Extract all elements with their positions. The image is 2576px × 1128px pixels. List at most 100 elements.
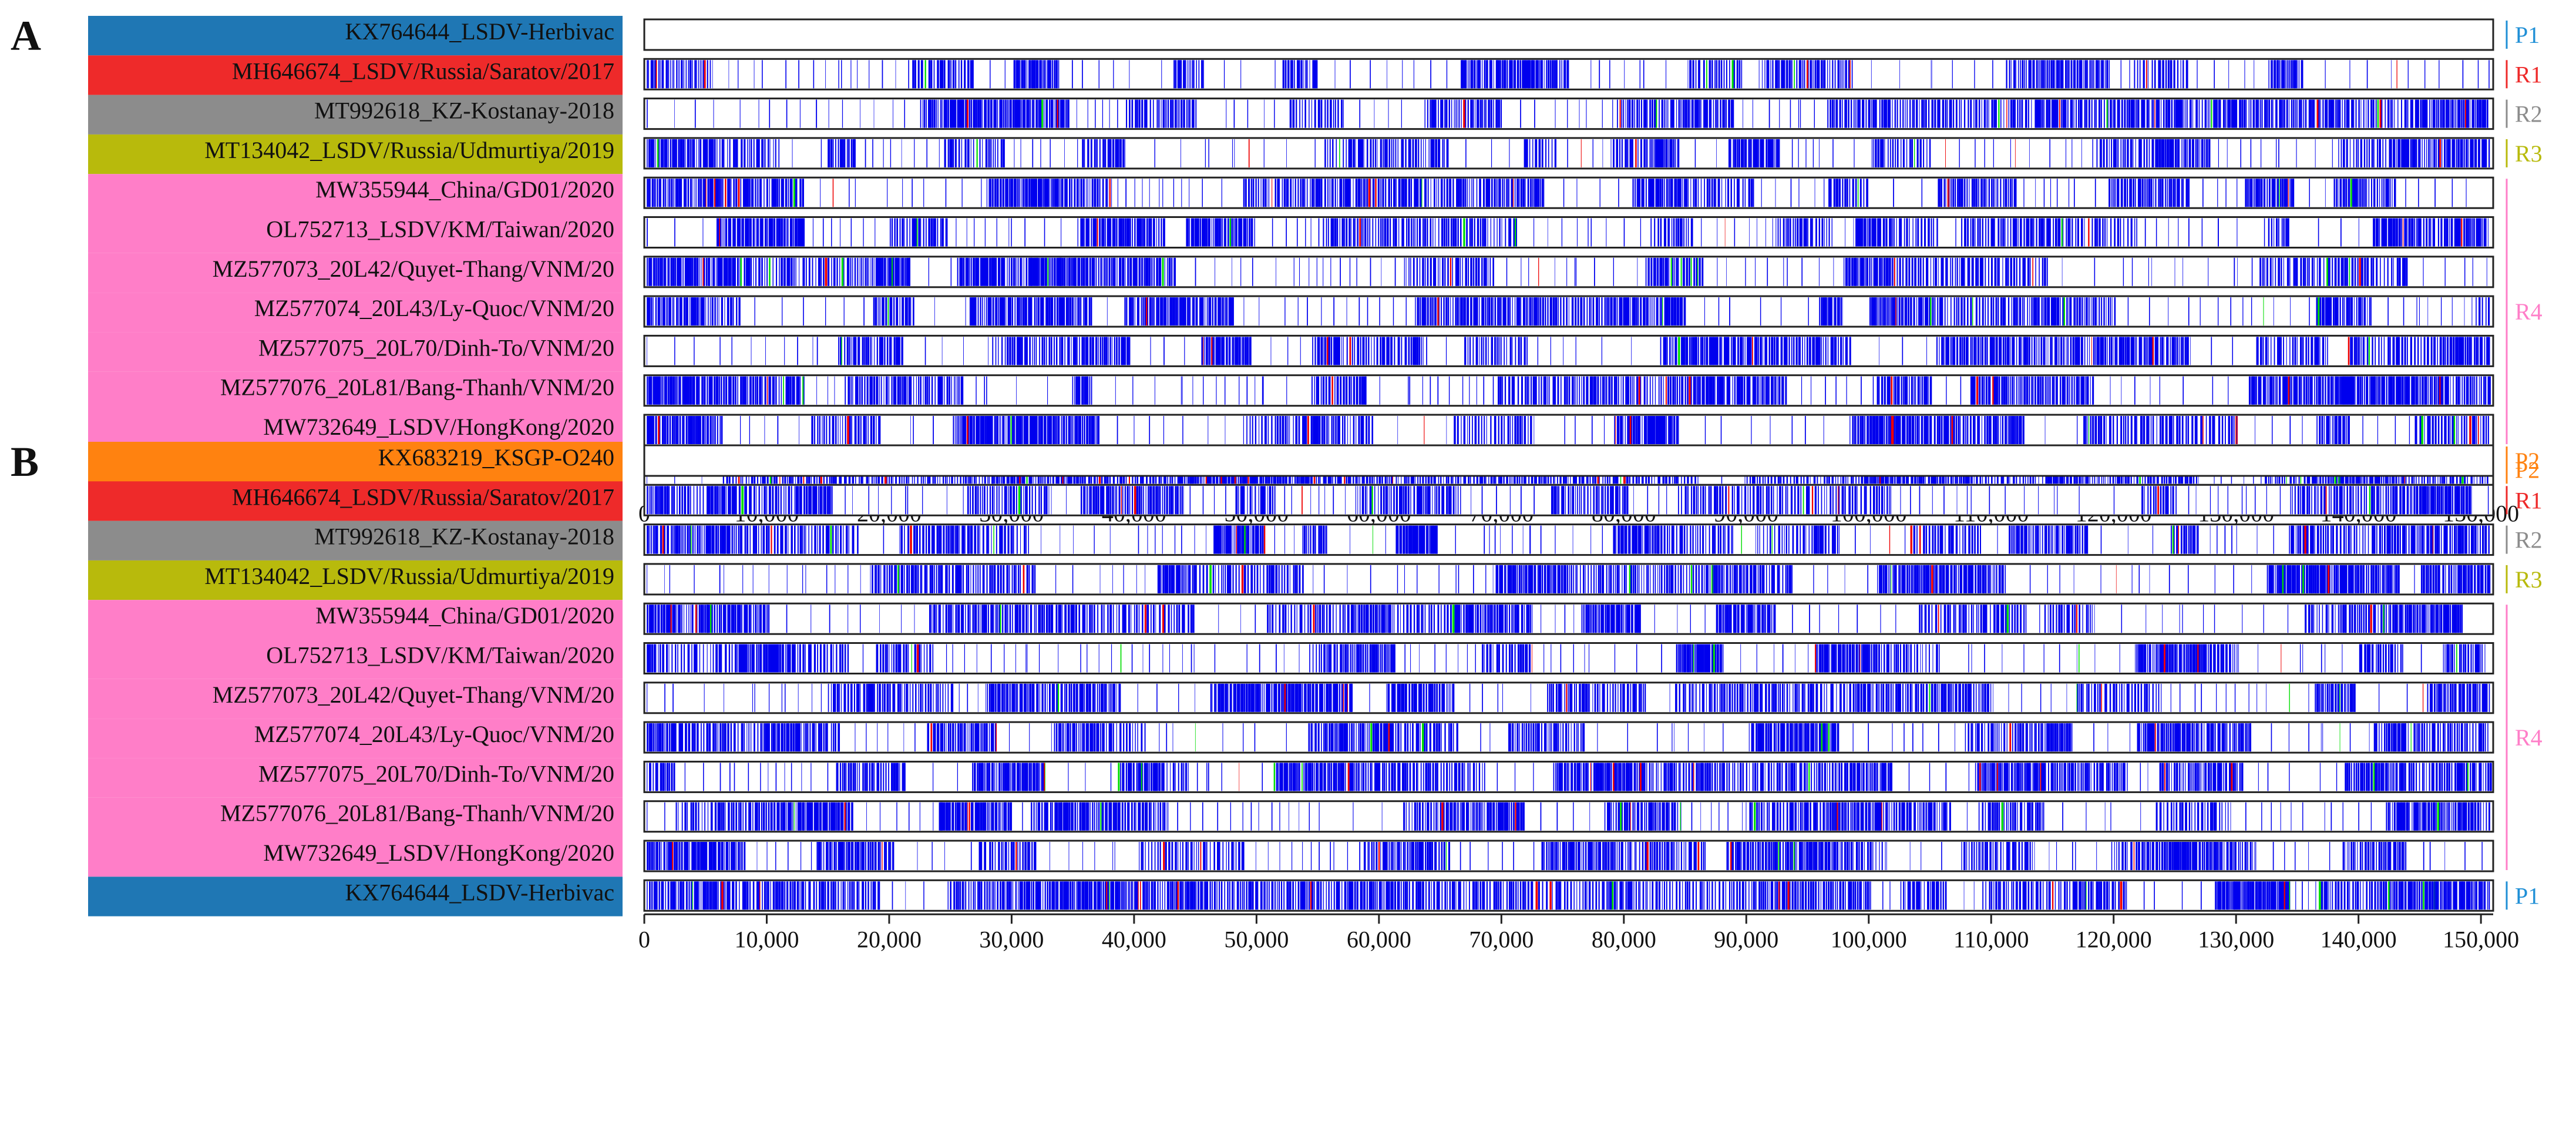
difference-mark (1736, 376, 1739, 405)
difference-mark (1623, 218, 1625, 247)
difference-mark (1581, 376, 1582, 405)
difference-mark (2096, 99, 2097, 128)
difference-mark (687, 179, 690, 207)
difference-mark (1844, 99, 1847, 128)
difference-mark (1994, 257, 1997, 286)
difference-mark (976, 139, 978, 167)
difference-mark (1541, 179, 1544, 207)
difference-mark (1747, 337, 1750, 365)
difference-mark (1193, 60, 1195, 89)
difference-mark (969, 257, 970, 286)
difference-mark (792, 139, 793, 167)
difference-mark (1410, 337, 1413, 365)
difference-mark (2148, 297, 2150, 326)
difference-mark (1452, 179, 1454, 207)
difference-mark (2372, 376, 2375, 405)
difference-mark (1730, 99, 1733, 128)
difference-mark (1048, 179, 1050, 207)
difference-mark (686, 257, 688, 286)
difference-mark (1602, 99, 1603, 128)
difference-mark (1365, 337, 1367, 365)
difference-mark (988, 179, 990, 207)
difference-mark (2053, 99, 2056, 128)
difference-mark (2309, 297, 2310, 326)
difference-mark (984, 376, 986, 405)
difference-mark (1577, 297, 1579, 326)
difference-mark (1056, 297, 1059, 326)
difference-mark (965, 99, 967, 128)
difference-mark (859, 337, 860, 365)
difference-mark (937, 376, 940, 405)
difference-mark (1547, 297, 1549, 326)
difference-mark (1942, 257, 1944, 286)
difference-mark (700, 60, 702, 89)
difference-mark (1071, 179, 1072, 207)
difference-mark (2362, 337, 2365, 365)
difference-mark (1884, 139, 1885, 167)
difference-mark (984, 218, 986, 247)
difference-mark (1650, 218, 1652, 247)
difference-mark (1566, 376, 1568, 405)
difference-mark (1294, 60, 1295, 89)
difference-mark (1246, 337, 1249, 365)
difference-mark (730, 297, 732, 326)
difference-mark (2146, 99, 2149, 128)
difference-mark (737, 139, 738, 167)
difference-mark (1667, 179, 1669, 207)
difference-mark (1896, 139, 1899, 167)
difference-mark (2335, 179, 2338, 207)
difference-mark (2066, 337, 2067, 365)
difference-mark (2318, 337, 2319, 365)
difference-mark (2359, 179, 2360, 207)
difference-mark (2311, 99, 2312, 128)
difference-mark (1491, 337, 1494, 365)
difference-mark (1617, 99, 1618, 128)
difference-mark (829, 416, 830, 444)
difference-mark (1084, 376, 1087, 405)
difference-mark (2318, 297, 2321, 326)
difference-mark (2372, 257, 2375, 286)
difference-mark (1997, 179, 1999, 207)
difference-mark (1920, 376, 1921, 405)
difference-mark (2396, 376, 2397, 405)
difference-mark (939, 376, 941, 405)
difference-mark (912, 60, 914, 89)
difference-mark (1086, 297, 1088, 326)
difference-mark (696, 179, 697, 207)
difference-mark (2466, 99, 2469, 128)
difference-mark (2316, 337, 2319, 365)
difference-mark (1899, 297, 1901, 326)
difference-mark (1104, 139, 1107, 167)
difference-mark (1659, 99, 1660, 128)
difference-mark (2118, 99, 2120, 128)
difference-mark (2348, 179, 2350, 207)
difference-mark (1635, 179, 1636, 207)
difference-mark (2393, 376, 2395, 405)
difference-mark (2488, 60, 2490, 89)
difference-mark (2328, 257, 2330, 286)
difference-mark (761, 139, 764, 167)
difference-mark (1496, 218, 1498, 247)
difference-mark (2444, 257, 2446, 286)
difference-mark (1793, 218, 1794, 247)
difference-mark (954, 139, 957, 167)
difference-mark (1871, 297, 1873, 326)
difference-mark (1144, 99, 1146, 128)
difference-mark (1049, 99, 1051, 128)
difference-mark (2103, 60, 2104, 89)
difference-mark (1669, 337, 1671, 365)
difference-mark (737, 376, 738, 405)
difference-mark (1225, 218, 1226, 247)
difference-mark (1158, 99, 1160, 128)
difference-mark (1009, 297, 1012, 326)
difference-mark (2362, 376, 2363, 405)
difference-mark (2481, 297, 2483, 326)
difference-mark (818, 257, 820, 286)
difference-mark (1909, 139, 1911, 167)
difference-mark (925, 218, 927, 247)
difference-mark (1029, 337, 1031, 365)
difference-mark (1518, 60, 1519, 89)
difference-mark (1806, 337, 1808, 365)
difference-mark (2182, 179, 2184, 207)
difference-mark (1169, 257, 1171, 286)
